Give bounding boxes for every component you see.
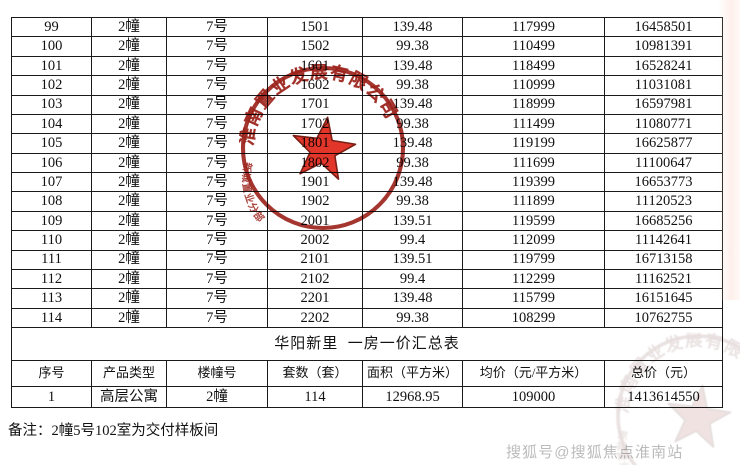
svg-text:淮南置业发展有限公司: 淮南置业发展有限公司: [615, 333, 740, 415]
svg-text:新城置业分部: 新城置业分部: [240, 161, 268, 225]
